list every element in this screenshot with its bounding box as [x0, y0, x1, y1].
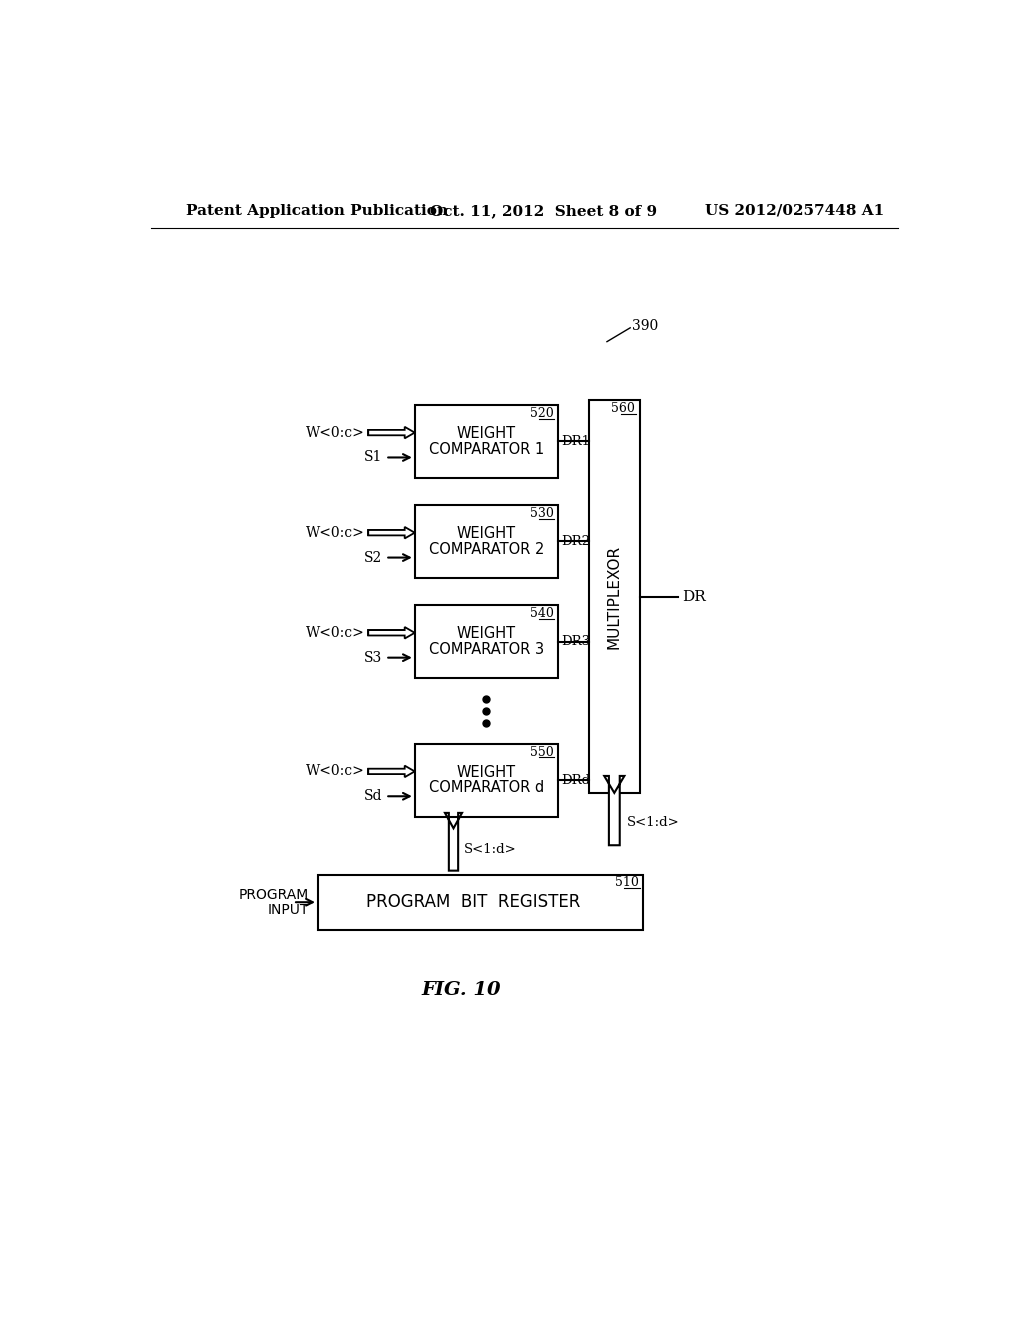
- Polygon shape: [369, 527, 415, 539]
- Text: 390: 390: [632, 319, 658, 333]
- Text: S3: S3: [364, 651, 382, 665]
- Text: DR1: DR1: [561, 434, 590, 447]
- Text: W<0:c>: W<0:c>: [305, 764, 365, 779]
- Text: S<1:d>: S<1:d>: [627, 816, 680, 829]
- Text: INPUT: INPUT: [267, 903, 308, 917]
- Bar: [589, 400, 640, 793]
- Text: S2: S2: [364, 550, 382, 565]
- Text: COMPARATOR 3: COMPARATOR 3: [429, 642, 544, 657]
- Text: DR2: DR2: [561, 535, 590, 548]
- Text: MULTIPLEXOR: MULTIPLEXOR: [607, 544, 622, 648]
- Bar: [415, 405, 558, 478]
- Bar: [369, 531, 404, 536]
- Text: S<1:d>: S<1:d>: [464, 843, 517, 857]
- Bar: [317, 875, 643, 929]
- Text: S1: S1: [364, 450, 382, 465]
- Text: WEIGHT: WEIGHT: [457, 766, 516, 780]
- Bar: [415, 743, 558, 817]
- Text: COMPARATOR 1: COMPARATOR 1: [429, 442, 544, 457]
- Text: COMPARATOR 2: COMPARATOR 2: [429, 541, 544, 557]
- Text: US 2012/0257448 A1: US 2012/0257448 A1: [705, 203, 884, 218]
- Text: W<0:c>: W<0:c>: [305, 425, 365, 440]
- Polygon shape: [445, 813, 462, 871]
- Bar: [369, 630, 404, 635]
- Text: 550: 550: [529, 746, 554, 759]
- Text: WEIGHT: WEIGHT: [457, 627, 516, 642]
- Polygon shape: [369, 426, 415, 438]
- Text: Patent Application Publication: Patent Application Publication: [186, 203, 449, 218]
- Text: 510: 510: [614, 876, 639, 890]
- Text: WEIGHT: WEIGHT: [457, 527, 516, 541]
- Bar: [369, 430, 404, 436]
- Text: 560: 560: [611, 403, 635, 416]
- Text: DR: DR: [682, 590, 706, 603]
- Text: PROGRAM: PROGRAM: [239, 887, 308, 902]
- Text: 540: 540: [529, 607, 554, 620]
- Text: WEIGHT: WEIGHT: [457, 426, 516, 441]
- Text: W<0:c>: W<0:c>: [305, 626, 365, 640]
- Text: Oct. 11, 2012  Sheet 8 of 9: Oct. 11, 2012 Sheet 8 of 9: [430, 203, 657, 218]
- Text: FIG. 10: FIG. 10: [422, 981, 501, 999]
- Text: Sd: Sd: [364, 789, 382, 804]
- Text: 530: 530: [529, 507, 554, 520]
- Text: DR3: DR3: [561, 635, 591, 648]
- Text: 520: 520: [529, 407, 554, 420]
- Bar: [369, 768, 404, 774]
- Text: DRd: DRd: [561, 774, 591, 787]
- Polygon shape: [604, 776, 625, 845]
- Polygon shape: [369, 766, 415, 777]
- Text: PROGRAM  BIT  REGISTER: PROGRAM BIT REGISTER: [366, 894, 580, 911]
- Text: COMPARATOR d: COMPARATOR d: [429, 780, 544, 796]
- Text: W<0:c>: W<0:c>: [305, 525, 365, 540]
- Bar: [415, 605, 558, 678]
- Bar: [415, 506, 558, 578]
- Polygon shape: [369, 627, 415, 639]
